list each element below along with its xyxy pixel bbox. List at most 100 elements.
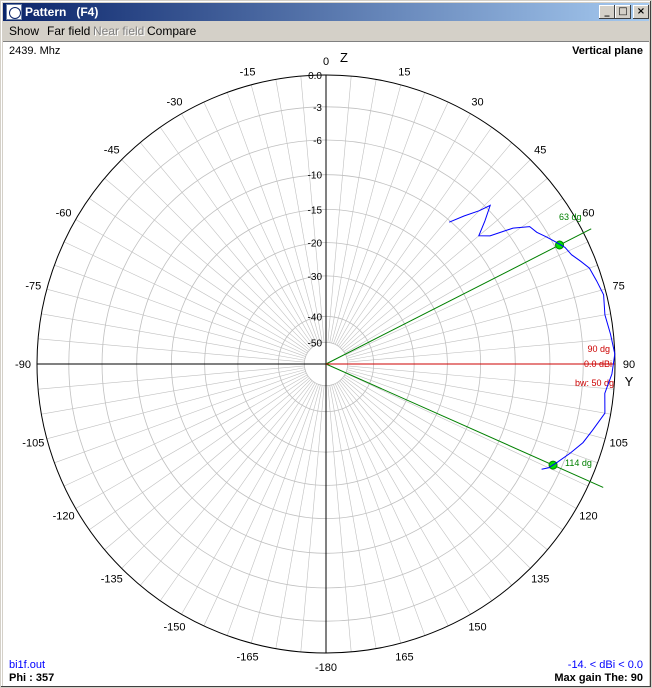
angle-label: 150 — [468, 621, 486, 633]
grid-spoke — [327, 385, 352, 652]
angle-label: -165 — [237, 652, 259, 664]
grid-spoke — [342, 178, 548, 351]
ring-label: -3 — [313, 103, 322, 114]
grid-spoke — [46, 369, 306, 440]
grid-spoke — [104, 377, 310, 550]
angle-label: -150 — [163, 621, 185, 633]
beam-edge-line — [325, 363, 604, 488]
grid-spoke — [329, 79, 377, 343]
grid-spoke — [343, 197, 563, 352]
angle-label: 90 — [623, 359, 635, 371]
menu-compare[interactable]: Compare — [147, 24, 197, 38]
grid-spoke — [346, 369, 606, 440]
radiation-pattern — [449, 204, 616, 470]
beam-start-label: 63 dg — [559, 212, 582, 222]
app-icon[interactable] — [6, 4, 22, 20]
grid-spoke — [41, 367, 305, 415]
grid-spoke — [54, 371, 306, 464]
ring-label: -15 — [308, 205, 323, 216]
ring-label: -6 — [313, 136, 322, 147]
grid-spoke — [226, 384, 319, 636]
ring-label: -40 — [308, 312, 323, 323]
grid-spoke — [38, 365, 305, 390]
grid-spoke — [275, 385, 323, 649]
grid-spoke — [345, 241, 589, 356]
grid-spoke — [339, 142, 512, 348]
menu-show[interactable]: Show — [9, 24, 40, 38]
grid-spoke — [336, 382, 471, 615]
grid-spoke — [341, 379, 531, 569]
grid-spoke — [341, 159, 531, 349]
grid-spoke — [159, 127, 314, 347]
file-label: bi1f.out — [9, 659, 46, 671]
grid-spoke — [346, 371, 598, 464]
angle-label: 135 — [531, 573, 549, 585]
angle-label: 15 — [398, 66, 410, 78]
grid-spoke — [121, 159, 311, 349]
grid-spoke — [181, 382, 316, 615]
grid-spoke — [339, 380, 512, 586]
grid-spoke — [346, 288, 606, 359]
grid-spoke — [347, 338, 614, 363]
grid-spoke — [275, 79, 323, 343]
grid-spoke — [345, 372, 589, 487]
range-label: -14. < dBi < 0.0 — [567, 659, 643, 671]
grid-spoke — [159, 381, 314, 601]
close-icon[interactable]: × — [633, 5, 649, 19]
grid-spoke — [181, 113, 316, 346]
grid-spoke — [333, 384, 426, 636]
beam-edge-line — [325, 228, 592, 365]
max-angle-label: 90 dg — [587, 344, 610, 354]
grid-spoke — [344, 219, 577, 354]
grid-spoke — [140, 142, 313, 348]
ring-label: -10 — [308, 171, 323, 182]
angle-label: 165 — [395, 652, 413, 664]
max-gain-marker-label: 0.0 dBi — [584, 359, 612, 369]
beamwidth-label: bw: 50 dg — [575, 378, 614, 388]
grid-spoke — [327, 76, 352, 343]
grid-spoke — [346, 264, 598, 357]
grid-spoke — [54, 264, 306, 357]
y-axis-label: Y — [625, 374, 634, 389]
phi-label: Phi : 357 — [9, 672, 55, 684]
grid-spoke — [333, 92, 426, 344]
maximize-icon[interactable]: □ — [615, 5, 631, 19]
grid-spoke — [331, 384, 402, 644]
window-title: Pattern (F4) — [25, 5, 99, 19]
grid-spoke — [203, 383, 318, 627]
grid-spoke — [343, 376, 563, 531]
plane-label: Vertical plane — [572, 45, 643, 57]
menu-far-field[interactable]: Far field — [47, 24, 91, 38]
grid-spoke — [38, 338, 305, 363]
angle-label: -60 — [56, 208, 72, 220]
grid-spoke — [46, 288, 306, 359]
grid-spoke — [336, 113, 471, 346]
title-bar[interactable]: Pattern (F4) _ □ × — [3, 3, 649, 21]
ring-label: 0.0 — [308, 71, 322, 82]
grid-spoke — [342, 377, 548, 550]
grid-spoke — [104, 178, 310, 351]
grid-spoke — [344, 374, 577, 509]
grid-spoke — [41, 313, 305, 361]
grid-spoke — [63, 241, 307, 356]
grid-spoke — [226, 92, 319, 344]
polar-plot-area[interactable]: 0 15 30 45 60 75 90 105 120 135 150 165 -180 -165 -150… — [3, 41, 649, 686]
grid-spoke — [140, 380, 313, 586]
grid-spoke — [347, 313, 611, 361]
grid-spoke — [300, 76, 325, 343]
menu-near-field: Near field — [93, 24, 145, 38]
grid-spoke — [75, 374, 308, 509]
grid-spoke — [203, 101, 318, 345]
angle-label: -75 — [25, 281, 41, 293]
angle-label: 120 — [579, 511, 597, 523]
menu-bar: Show Far field Near field Compare — [3, 22, 649, 40]
minimize-icon[interactable]: _ — [599, 5, 615, 19]
angle-label: -180 — [315, 662, 337, 674]
grid-spoke — [121, 379, 311, 569]
grid-spoke — [347, 365, 614, 390]
beam-end-label: 114 dg — [565, 458, 592, 468]
grid-spoke — [334, 101, 449, 345]
grid-spoke — [300, 385, 325, 652]
z-axis-label: Z — [340, 50, 348, 65]
angle-label: -105 — [22, 437, 44, 449]
